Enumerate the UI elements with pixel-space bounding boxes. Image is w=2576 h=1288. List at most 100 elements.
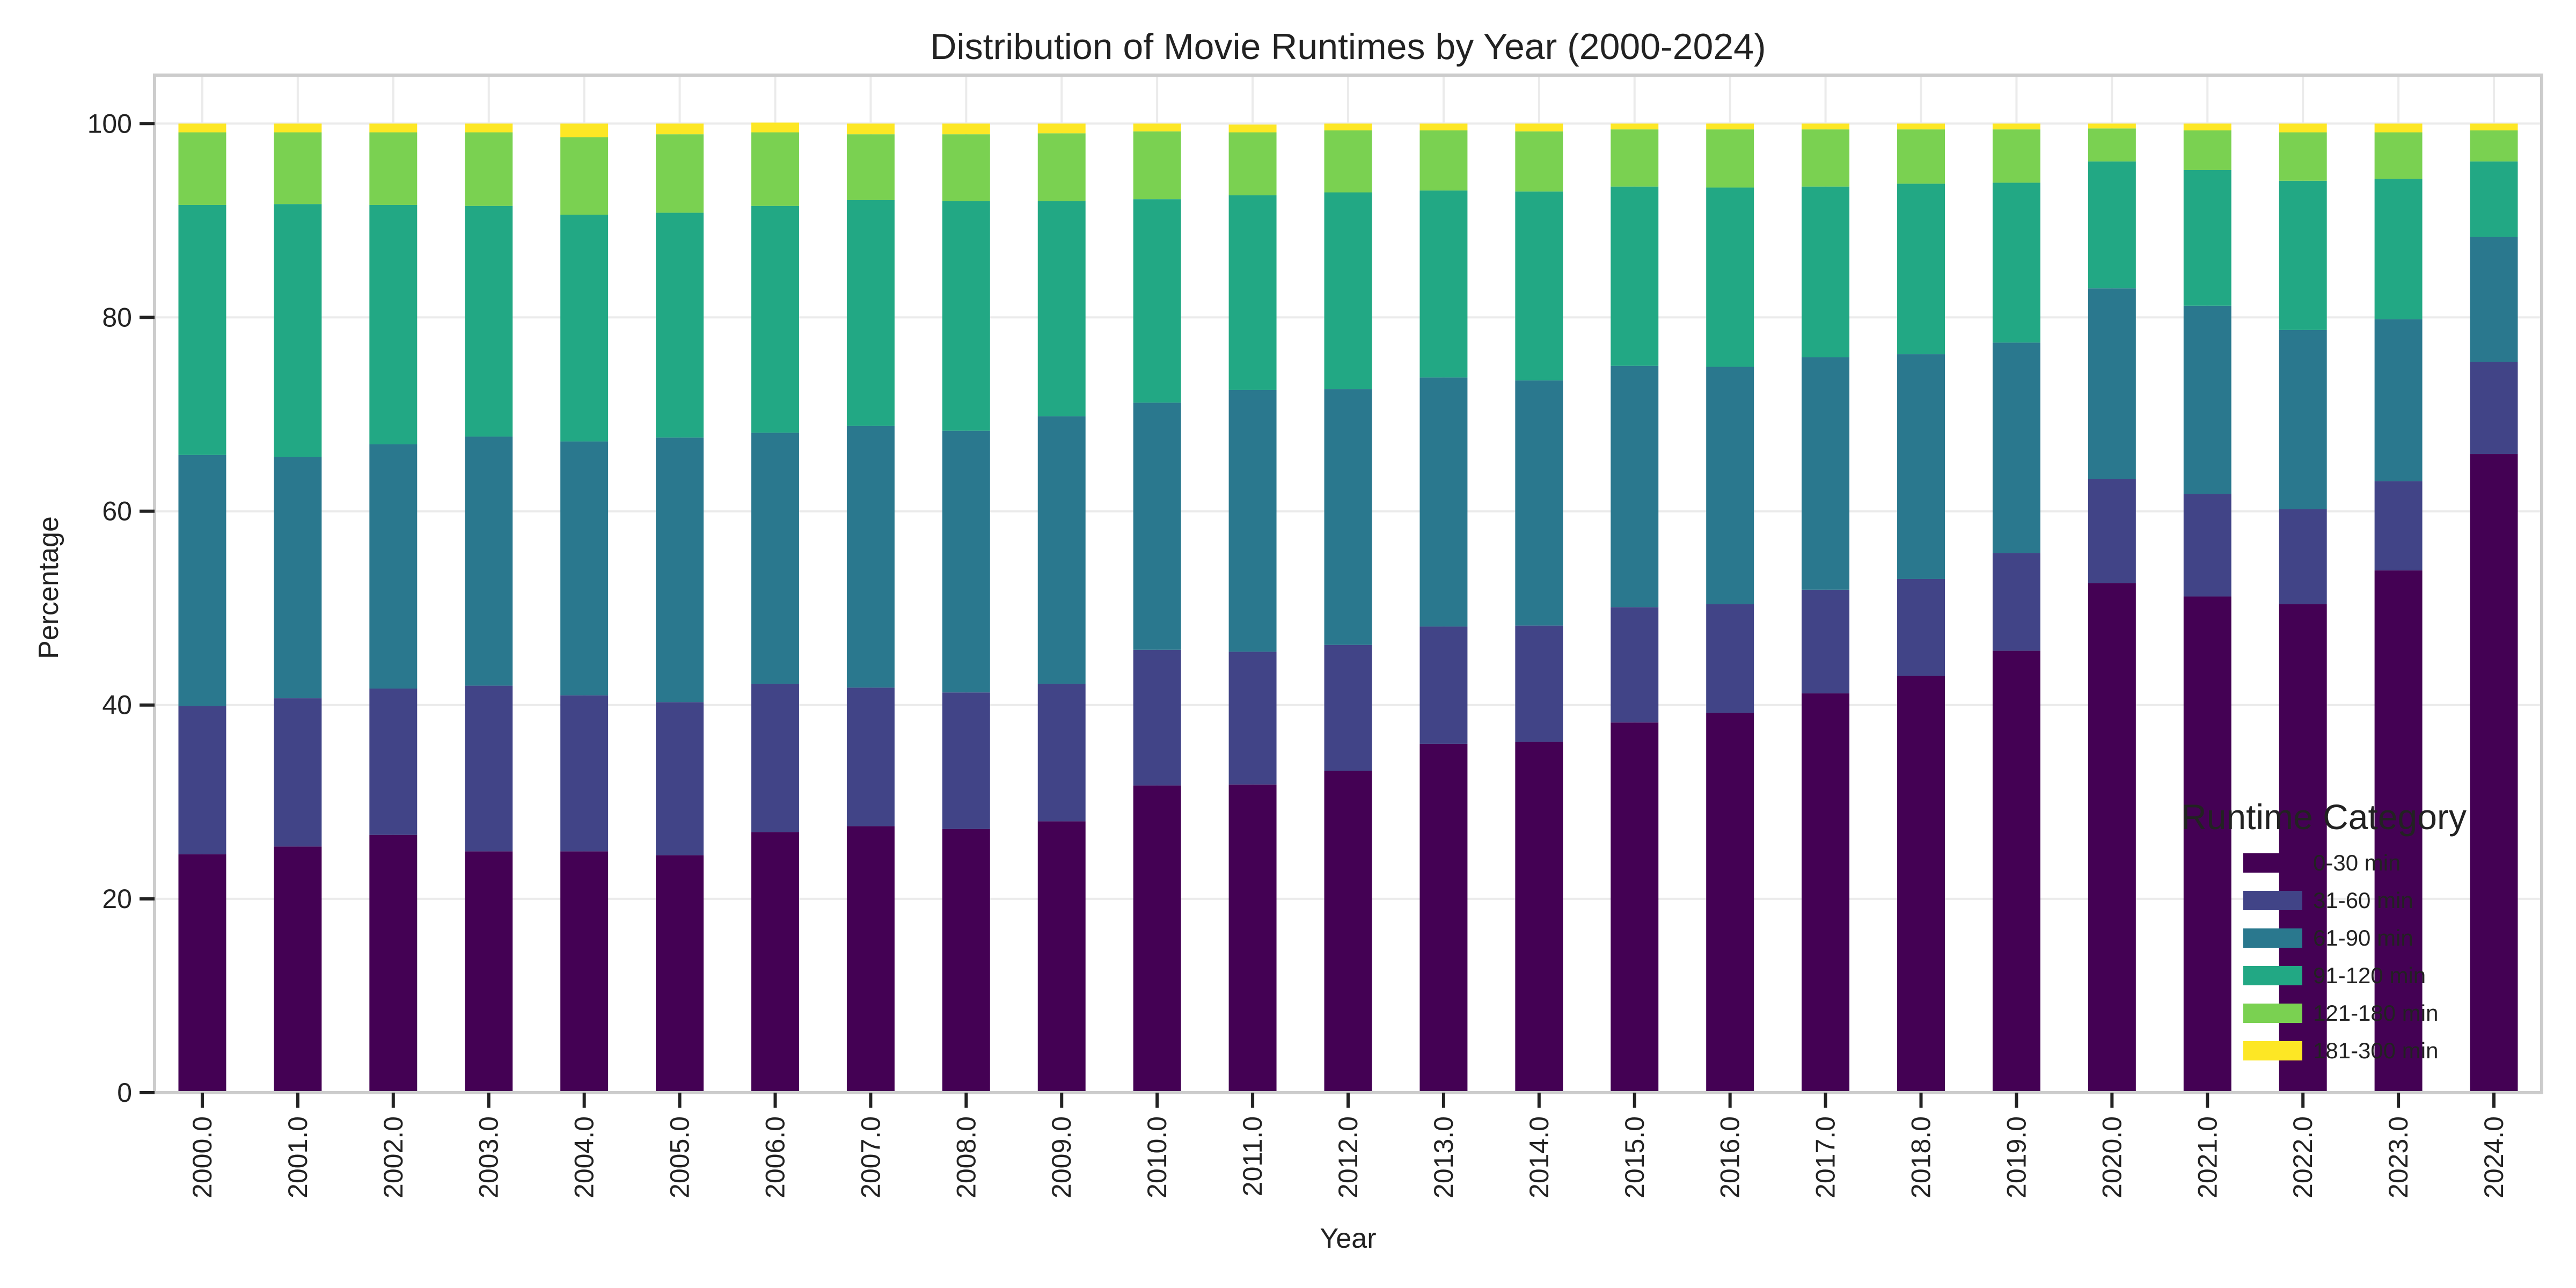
bar-segment	[560, 215, 609, 442]
x-tick-label: 2016.0	[1715, 1116, 1745, 1198]
bar-segment	[1611, 722, 1659, 1093]
bar-segment	[2088, 128, 2136, 162]
bar-segment	[2279, 509, 2327, 604]
bar-segment	[2088, 479, 2136, 583]
bar-segment	[1706, 123, 1754, 130]
bar-segment	[2088, 123, 2136, 129]
bar-segment	[846, 134, 895, 200]
x-tick-label: 2013.0	[1429, 1116, 1459, 1198]
x-tick-label: 2002.0	[378, 1116, 408, 1198]
bar-segment	[1706, 187, 1754, 367]
bar-segment	[274, 846, 322, 1093]
bar-segment	[2470, 362, 2518, 455]
bar-segment	[1515, 123, 1563, 131]
bar-segment	[274, 698, 322, 847]
bar-segment	[1802, 693, 1850, 1093]
bar-segment	[1706, 604, 1754, 713]
bar-segment	[369, 204, 418, 444]
bar-segment	[1992, 182, 2040, 343]
bar-segment	[2088, 583, 2136, 1093]
bar-segment	[1133, 402, 1181, 650]
bar-segment	[1992, 650, 2040, 1093]
bar-segment	[1419, 123, 1468, 130]
bar-segment	[1611, 186, 1659, 366]
y-tick-label: 60	[102, 496, 132, 526]
bar-segment	[2470, 130, 2518, 162]
bar-segment	[2183, 170, 2231, 306]
bar-segment	[1324, 192, 1372, 390]
bar-segment	[751, 122, 799, 133]
bar-segment	[846, 826, 895, 1093]
bar-segment	[2279, 330, 2327, 509]
bar-segment	[369, 835, 418, 1093]
bar-segment	[2183, 305, 2231, 494]
bar-segment	[1228, 125, 1277, 133]
y-tick-label: 40	[102, 690, 132, 720]
bar-segment	[2088, 161, 2136, 289]
bar-segment	[1802, 186, 1850, 357]
legend-title: Runtime Category	[2181, 797, 2467, 837]
bar-segment	[942, 201, 990, 431]
y-tick-label: 80	[102, 302, 132, 332]
legend-swatch	[2243, 891, 2302, 910]
bar-segment	[1802, 357, 1850, 590]
bar-segment	[1515, 625, 1563, 742]
bar-segment	[1992, 342, 2040, 553]
bar-segment	[560, 123, 609, 137]
bar-segment	[465, 123, 513, 133]
legend-swatch	[2243, 853, 2302, 873]
x-tick-label: 2014.0	[1524, 1116, 1554, 1198]
bar-segment	[1228, 132, 1277, 195]
bar-segment	[1515, 191, 1563, 380]
bar-segment	[178, 706, 226, 854]
bar-segment	[942, 123, 990, 135]
bar-segment	[942, 134, 990, 201]
bar-segment	[1419, 190, 1468, 378]
bar-segment	[1897, 123, 1945, 130]
bar-segment	[942, 829, 990, 1093]
bar-segment	[560, 441, 609, 696]
bar-segment	[274, 457, 322, 699]
bar-segment	[274, 204, 322, 457]
x-tick-label: 2007.0	[855, 1116, 885, 1198]
x-tick-label: 2023.0	[2383, 1116, 2413, 1198]
x-tick-label: 2005.0	[665, 1116, 695, 1198]
legend-label: 181-300 min	[2313, 1038, 2438, 1063]
bar-segment	[178, 132, 226, 205]
chart-title: Distribution of Movie Runtimes by Year (…	[930, 26, 1766, 67]
bar-segment	[1897, 579, 1945, 676]
bar-segment	[1037, 201, 1086, 416]
bar-segment	[846, 426, 895, 688]
bar-segment	[2374, 123, 2423, 133]
legend-label: 31-60 min	[2313, 888, 2413, 913]
bar-segment	[1037, 683, 1086, 822]
bar-segment	[560, 695, 609, 852]
bar-segment	[1037, 123, 1086, 134]
y-tick-label: 0	[117, 1078, 132, 1108]
bar-segment	[178, 455, 226, 706]
legend-swatch	[2243, 1041, 2302, 1060]
bar-segment	[1802, 589, 1850, 694]
bar-segment	[1419, 130, 1468, 191]
bar-segment	[1611, 129, 1659, 187]
legend-label: 91-120 min	[2313, 963, 2426, 988]
x-tick-label: 2017.0	[1811, 1116, 1841, 1198]
bar-segment	[2470, 454, 2518, 1093]
bar-segment	[656, 702, 704, 855]
bar-segment	[751, 433, 799, 684]
bar-segment	[1419, 377, 1468, 627]
bar-segment	[1992, 553, 2040, 651]
bar-segment	[1228, 652, 1277, 785]
bar-segment	[2374, 132, 2423, 179]
bar-segment	[2470, 237, 2518, 362]
bar-segment	[369, 444, 418, 689]
bar-segment	[560, 851, 609, 1093]
bar-segment	[1611, 365, 1659, 608]
x-tick-label: 2010.0	[1142, 1116, 1172, 1198]
bar-segment	[1228, 195, 1277, 390]
x-tick-label: 2008.0	[951, 1116, 981, 1198]
bar-segment	[1133, 199, 1181, 403]
bar-segment	[274, 123, 322, 133]
bar-segment	[751, 206, 799, 433]
